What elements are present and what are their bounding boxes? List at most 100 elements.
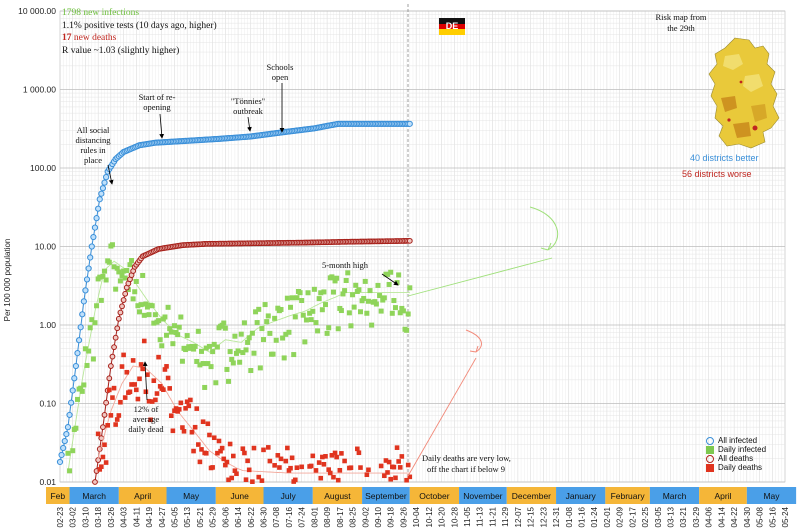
data-point: [173, 406, 179, 411]
data-point: [154, 391, 160, 396]
data-point: [99, 464, 104, 469]
data-point: [321, 461, 327, 467]
risk-map-title-line2: the 29th: [667, 23, 695, 33]
data-point: [184, 333, 190, 339]
data-point: [386, 281, 392, 287]
month-band: [649, 487, 700, 504]
data-point: [167, 386, 173, 391]
month-band: [46, 487, 70, 504]
annotation-text: rules in: [80, 145, 106, 155]
data-point: [197, 459, 203, 465]
x-tick-label: 01-24: [590, 506, 599, 527]
data-point: [242, 450, 247, 456]
data-point: [339, 451, 344, 456]
note-new-deaths: 17 new deaths: [62, 32, 217, 45]
data-point: [119, 364, 125, 369]
square-green-icon: [706, 445, 714, 454]
data-point: [91, 224, 99, 231]
data-point: [149, 399, 155, 404]
x-tick-label: 12-31: [552, 506, 561, 527]
data-point: [308, 463, 314, 469]
y-tick-label: 1 000.00: [23, 85, 56, 95]
data-point: [133, 278, 139, 284]
data-point: [114, 325, 121, 332]
data-point: [168, 329, 174, 335]
data-point: [58, 451, 65, 459]
data-point: [392, 305, 398, 311]
data-point: [362, 278, 368, 284]
data-point: [378, 463, 384, 469]
data-point: [307, 310, 313, 316]
x-tick-label: 02-25: [641, 506, 650, 527]
data-point: [205, 361, 211, 367]
data-point: [308, 317, 314, 323]
x-tick-label: 08-01: [310, 506, 319, 527]
data-point: [323, 454, 328, 459]
data-point: [405, 462, 411, 468]
data-point: [179, 358, 185, 364]
data-point: [361, 295, 367, 301]
open-circle-blue-icon: [706, 436, 714, 445]
data-point: [199, 447, 204, 452]
data-point: [285, 445, 290, 451]
annotation-arrow: [107, 164, 114, 185]
data-point: [140, 272, 146, 278]
data-point: [396, 272, 402, 278]
data-point: [92, 479, 98, 485]
data-point: [148, 417, 153, 423]
series-all-deaths: [92, 237, 413, 485]
data-point: [103, 399, 110, 406]
data-point: [342, 288, 348, 294]
data-point: [96, 196, 103, 203]
data-point: [294, 465, 300, 470]
data-point: [251, 445, 257, 451]
data-point: [114, 417, 120, 422]
data-point: [366, 467, 371, 473]
month-band: [118, 487, 167, 504]
data-point: [222, 325, 228, 331]
data-point: [84, 362, 90, 368]
risk-map-germany-image: [708, 37, 780, 149]
data-point: [310, 308, 316, 314]
data-point: [367, 288, 373, 294]
data-point: [227, 349, 233, 355]
data-point: [100, 273, 106, 279]
projection-squiggle-deaths: [465, 329, 482, 353]
data-point: [406, 237, 413, 244]
annotation-text: place: [84, 155, 102, 165]
data-point: [90, 356, 96, 362]
data-point: [396, 459, 401, 464]
data-point: [241, 320, 247, 326]
x-tick-label: 05-24: [781, 506, 790, 527]
data-point: [122, 290, 129, 297]
month-band: [556, 487, 606, 504]
data-point: [138, 302, 144, 308]
month-label: August: [324, 491, 351, 501]
annotation-text: 12% of: [134, 404, 159, 414]
note-new-infections: 1798 new infections: [62, 8, 140, 18]
data-point: [109, 242, 115, 248]
x-tick-label: 03-21: [679, 506, 688, 527]
data-point: [202, 384, 208, 390]
month-band: [69, 487, 119, 504]
x-tick-label: 02-01: [603, 506, 612, 527]
data-point: [171, 323, 177, 329]
data-point: [82, 287, 89, 294]
data-point: [74, 396, 80, 402]
districts-worse-label: 56 districts worse: [682, 169, 752, 179]
x-tick-label: 03-26: [107, 506, 116, 527]
data-point: [146, 398, 152, 404]
data-point: [300, 312, 306, 318]
data-point: [210, 349, 216, 355]
x-tick-label: 05-21: [196, 506, 205, 527]
data-point: [180, 425, 185, 430]
data-point: [99, 185, 107, 192]
data-point: [211, 435, 217, 441]
flag-label: DE: [445, 21, 459, 31]
x-tick-label: 08-09: [323, 506, 332, 527]
data-point: [223, 462, 228, 468]
data-point: [136, 309, 142, 315]
data-point: [335, 326, 341, 332]
annotation-text: opening: [143, 102, 171, 112]
data-point: [389, 310, 395, 316]
